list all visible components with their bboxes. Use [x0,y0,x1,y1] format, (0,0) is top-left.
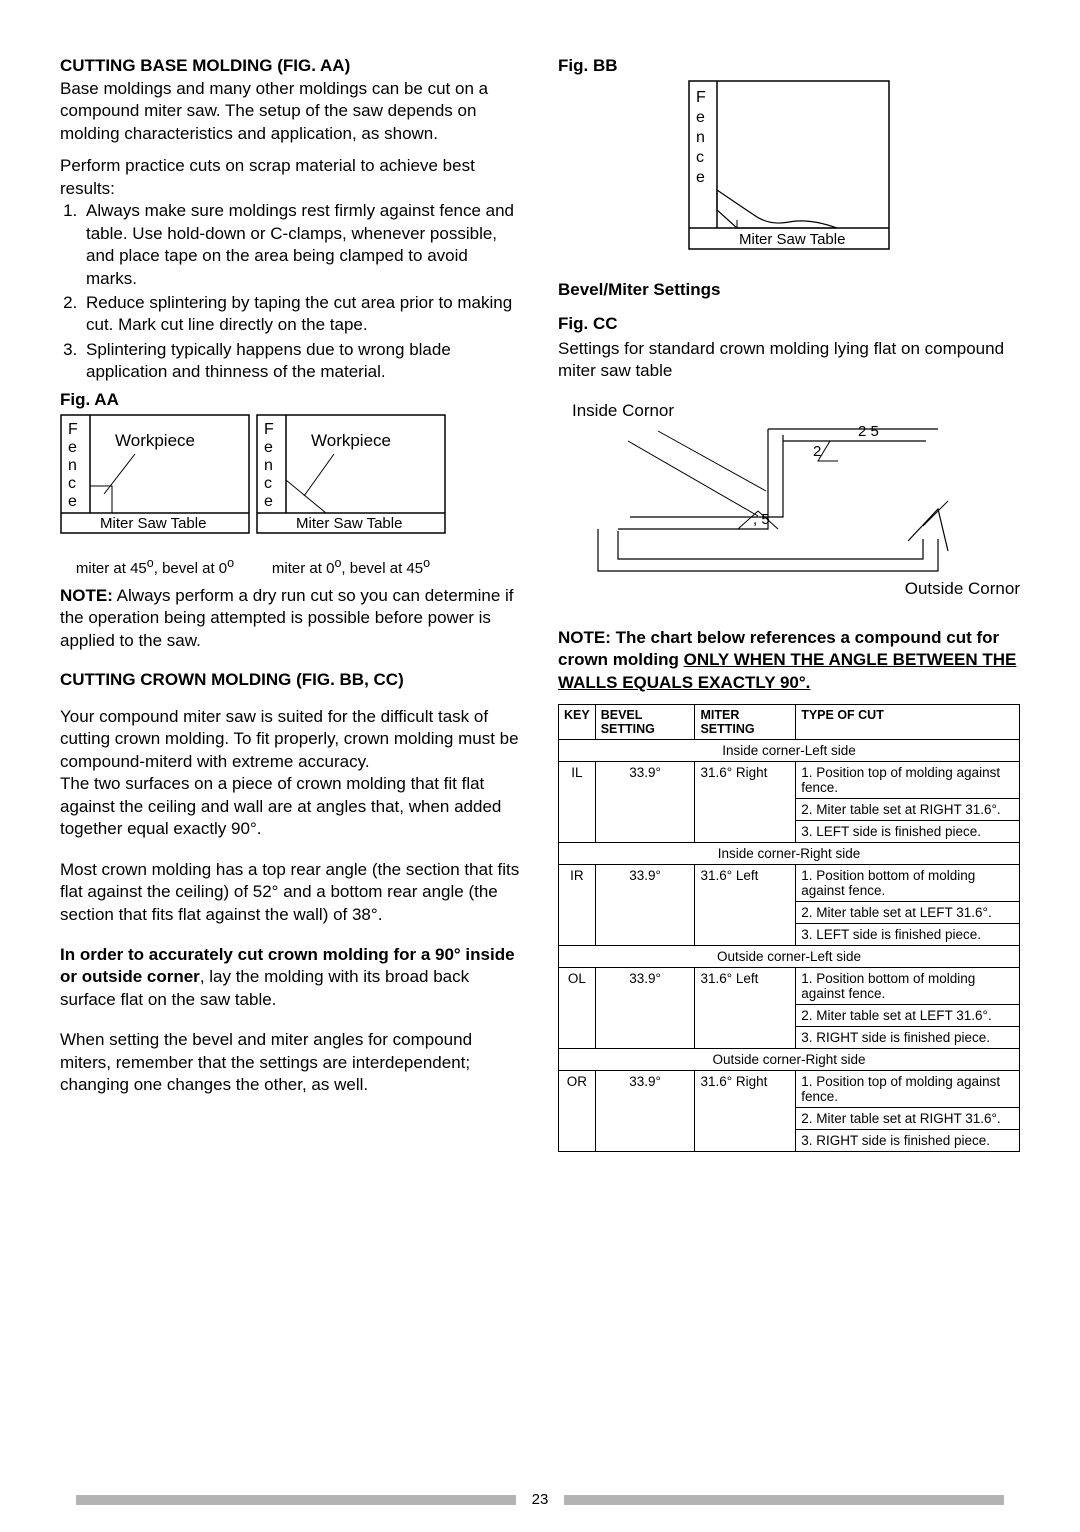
note-dryrun: NOTE: Always perform a dry run cut so yo… [60,585,522,652]
svg-text:e: e [68,493,77,510]
table-section-title: Inside corner-Right side [559,843,1020,865]
cell-key: OL [559,968,596,1049]
caption-aa-left: miter at 45o, bevel at 0o [60,556,250,577]
cell-step: 1. Position top of molding against fence… [796,1071,1020,1108]
caption-aa-right: miter at 0o, bevel at 45o [256,556,446,577]
right-column: Fig. BB F e n c e Miter Saw Table Bevel/… [558,56,1020,1152]
svg-text:n: n [264,457,273,474]
cell-miter: 31.6° Right [695,762,796,843]
page-footer: 23 [0,1491,1080,1508]
fig-bb-label: Fig. BB [558,56,1020,76]
svg-text:F: F [68,421,78,438]
fig-aa-label: Fig. AA [60,390,522,410]
cell-key: IR [559,865,596,946]
practice-cuts: Perform practice cuts on scrap material … [60,155,522,200]
diagram-cc-svg [558,401,998,601]
crown-p5: When setting the bevel and miter angles … [60,1029,522,1096]
cell-step: 2. Miter table set at LEFT 31.6°. [796,902,1020,924]
svg-text:F: F [696,89,706,106]
svg-text:e: e [68,439,77,456]
svg-text:e: e [264,493,273,510]
cell-step: 1. Position bottom of molding against fe… [796,865,1020,902]
footer-bar-right [564,1495,1004,1505]
cell-bevel: 33.9° [595,1071,695,1152]
table-section-title: Inside corner-Left side [559,740,1020,762]
page-number: 23 [524,1491,557,1508]
cell-bevel: 33.9° [595,865,695,946]
th-miter: MITER SETTING [695,705,796,740]
cell-step: 3. RIGHT side is finished piece. [796,1027,1020,1049]
fig-aa-row: F e n c e Workpiece Miter Saw Table mite… [60,414,522,577]
svg-text:F: F [264,421,274,438]
fig-aa-right: F e n c e Workpiece Miter Saw Table mite… [256,414,446,577]
cell-miter: 31.6° Left [695,968,796,1049]
cc-text: Settings for standard crown molding lyin… [558,338,1020,383]
svg-text:Miter Saw Table: Miter Saw Table [296,515,402,532]
table-section-title: Outside corner-Left side [559,946,1020,968]
svg-text:Workpiece: Workpiece [311,431,391,450]
th-type: TYPE OF CUT [796,705,1020,740]
svg-text:Workpiece: Workpiece [115,431,195,450]
svg-text:e: e [696,169,705,186]
left-column: CUTTING BASE MOLDING (FIG. AA) Base mold… [60,56,522,1152]
cell-step: 3. LEFT side is finished piece. [796,821,1020,843]
svg-text:c: c [264,475,272,492]
footer-bar-left [76,1495,516,1505]
chart-note: NOTE: The chart below references a compo… [558,627,1020,694]
bevel-miter-heading: Bevel/Miter Settings [558,280,1020,300]
cell-miter: 31.6° Left [695,865,796,946]
svg-text:c: c [696,149,704,166]
cell-step: 3. RIGHT side is finished piece. [796,1130,1020,1152]
svg-text:c: c [68,475,76,492]
cell-key: IL [559,762,596,843]
heading-crown-molding: CUTTING CROWN MOLDING (FIG. BB, CC) [60,670,522,690]
th-key: KEY [559,705,596,740]
list-item: Reduce splintering by taping the cut are… [82,292,522,337]
svg-text:e: e [696,109,705,126]
cell-step: 1. Position top of molding against fence… [796,762,1020,799]
cell-bevel: 33.9° [595,968,695,1049]
svg-text:n: n [696,129,705,146]
instruction-list: Always make sure moldings rest firmly ag… [60,200,522,384]
diagram-aa-left-svg: F e n c e Workpiece Miter Saw Table [60,414,250,554]
cell-step: 2. Miter table set at RIGHT 31.6°. [796,1108,1020,1130]
svg-text:Miter Saw Table: Miter Saw Table [100,515,206,532]
cell-bevel: 33.9° [595,762,695,843]
cell-step: 1. Position bottom of molding against fe… [796,968,1020,1005]
crown-table: KEY BEVEL SETTING MITER SETTING TYPE OF … [558,704,1020,1152]
svg-text:Miter Saw Table: Miter Saw Table [739,231,845,248]
svg-text:e: e [264,439,273,456]
list-item: Splintering typically happens due to wro… [82,339,522,384]
heading-base-molding: CUTTING BASE MOLDING (FIG. AA) [60,56,522,76]
fig-cc-label: Fig. CC [558,314,1020,334]
crown-p2: The two surfaces on a piece of crown mol… [60,773,522,840]
base-molding-intro: Base moldings and many other moldings ca… [60,78,522,145]
list-item: Always make sure moldings rest firmly ag… [82,200,522,290]
crown-p4: In order to accurately cut crown molding… [60,944,522,1011]
cell-step: 2. Miter table set at RIGHT 31.6°. [796,799,1020,821]
crown-p1: Your compound miter saw is suited for th… [60,706,522,773]
cell-key: OR [559,1071,596,1152]
th-bevel: BEVEL SETTING [595,705,695,740]
fig-aa-left: F e n c e Workpiece Miter Saw Table mite… [60,414,250,577]
diagram-bb-svg: F e n c e Miter Saw Table [659,80,919,270]
fig-bb-wrap: F e n c e Miter Saw Table [558,80,1020,270]
svg-text:n: n [68,457,77,474]
cell-step: 2. Miter table set at LEFT 31.6°. [796,1005,1020,1027]
cell-step: 3. LEFT side is finished piece. [796,924,1020,946]
crown-p3: Most crown molding has a top rear angle … [60,859,522,926]
cell-miter: 31.6° Right [695,1071,796,1152]
diagram-aa-right-svg: F e n c e Workpiece Miter Saw Table [256,414,446,554]
fig-cc-wrap: Inside Cornor Outside Cornor 2 5 2 , 5 [558,401,1020,611]
table-section-title: Outside corner-Right side [559,1049,1020,1071]
